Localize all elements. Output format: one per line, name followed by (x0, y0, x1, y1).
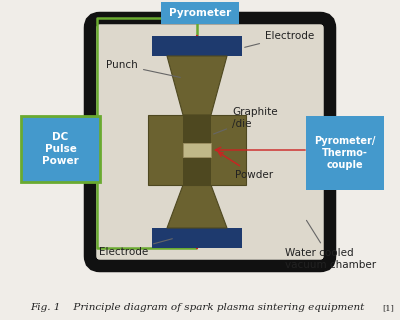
Bar (152, 36, 242, 56)
Polygon shape (167, 185, 227, 228)
Bar (148, 115, 246, 185)
Text: DC
Pulse
Power: DC Pulse Power (42, 132, 79, 166)
Text: Electrode: Electrode (245, 31, 314, 47)
Bar (152, 228, 242, 248)
Bar (183, 143, 211, 157)
Text: [1]: [1] (382, 304, 394, 312)
FancyBboxPatch shape (21, 116, 100, 182)
Polygon shape (167, 56, 227, 115)
Text: Pyrometer/
Thermo-
couple: Pyrometer/ Thermo- couple (314, 136, 376, 170)
Text: Water cooled
vacuum chamber: Water cooled vacuum chamber (285, 220, 376, 269)
FancyBboxPatch shape (90, 18, 330, 266)
FancyBboxPatch shape (306, 116, 384, 190)
Text: Graphite
/die: Graphite /die (214, 107, 278, 134)
Text: Pyrometer: Pyrometer (169, 8, 231, 18)
Text: Punch: Punch (106, 60, 180, 77)
Text: Powder: Powder (219, 152, 273, 180)
Text: Electrode: Electrode (99, 239, 172, 257)
Bar (183, 115, 211, 185)
FancyBboxPatch shape (161, 2, 239, 24)
Text: Fig. 1    Principle diagram of spark plasma sintering equipment: Fig. 1 Principle diagram of spark plasma… (30, 303, 364, 313)
